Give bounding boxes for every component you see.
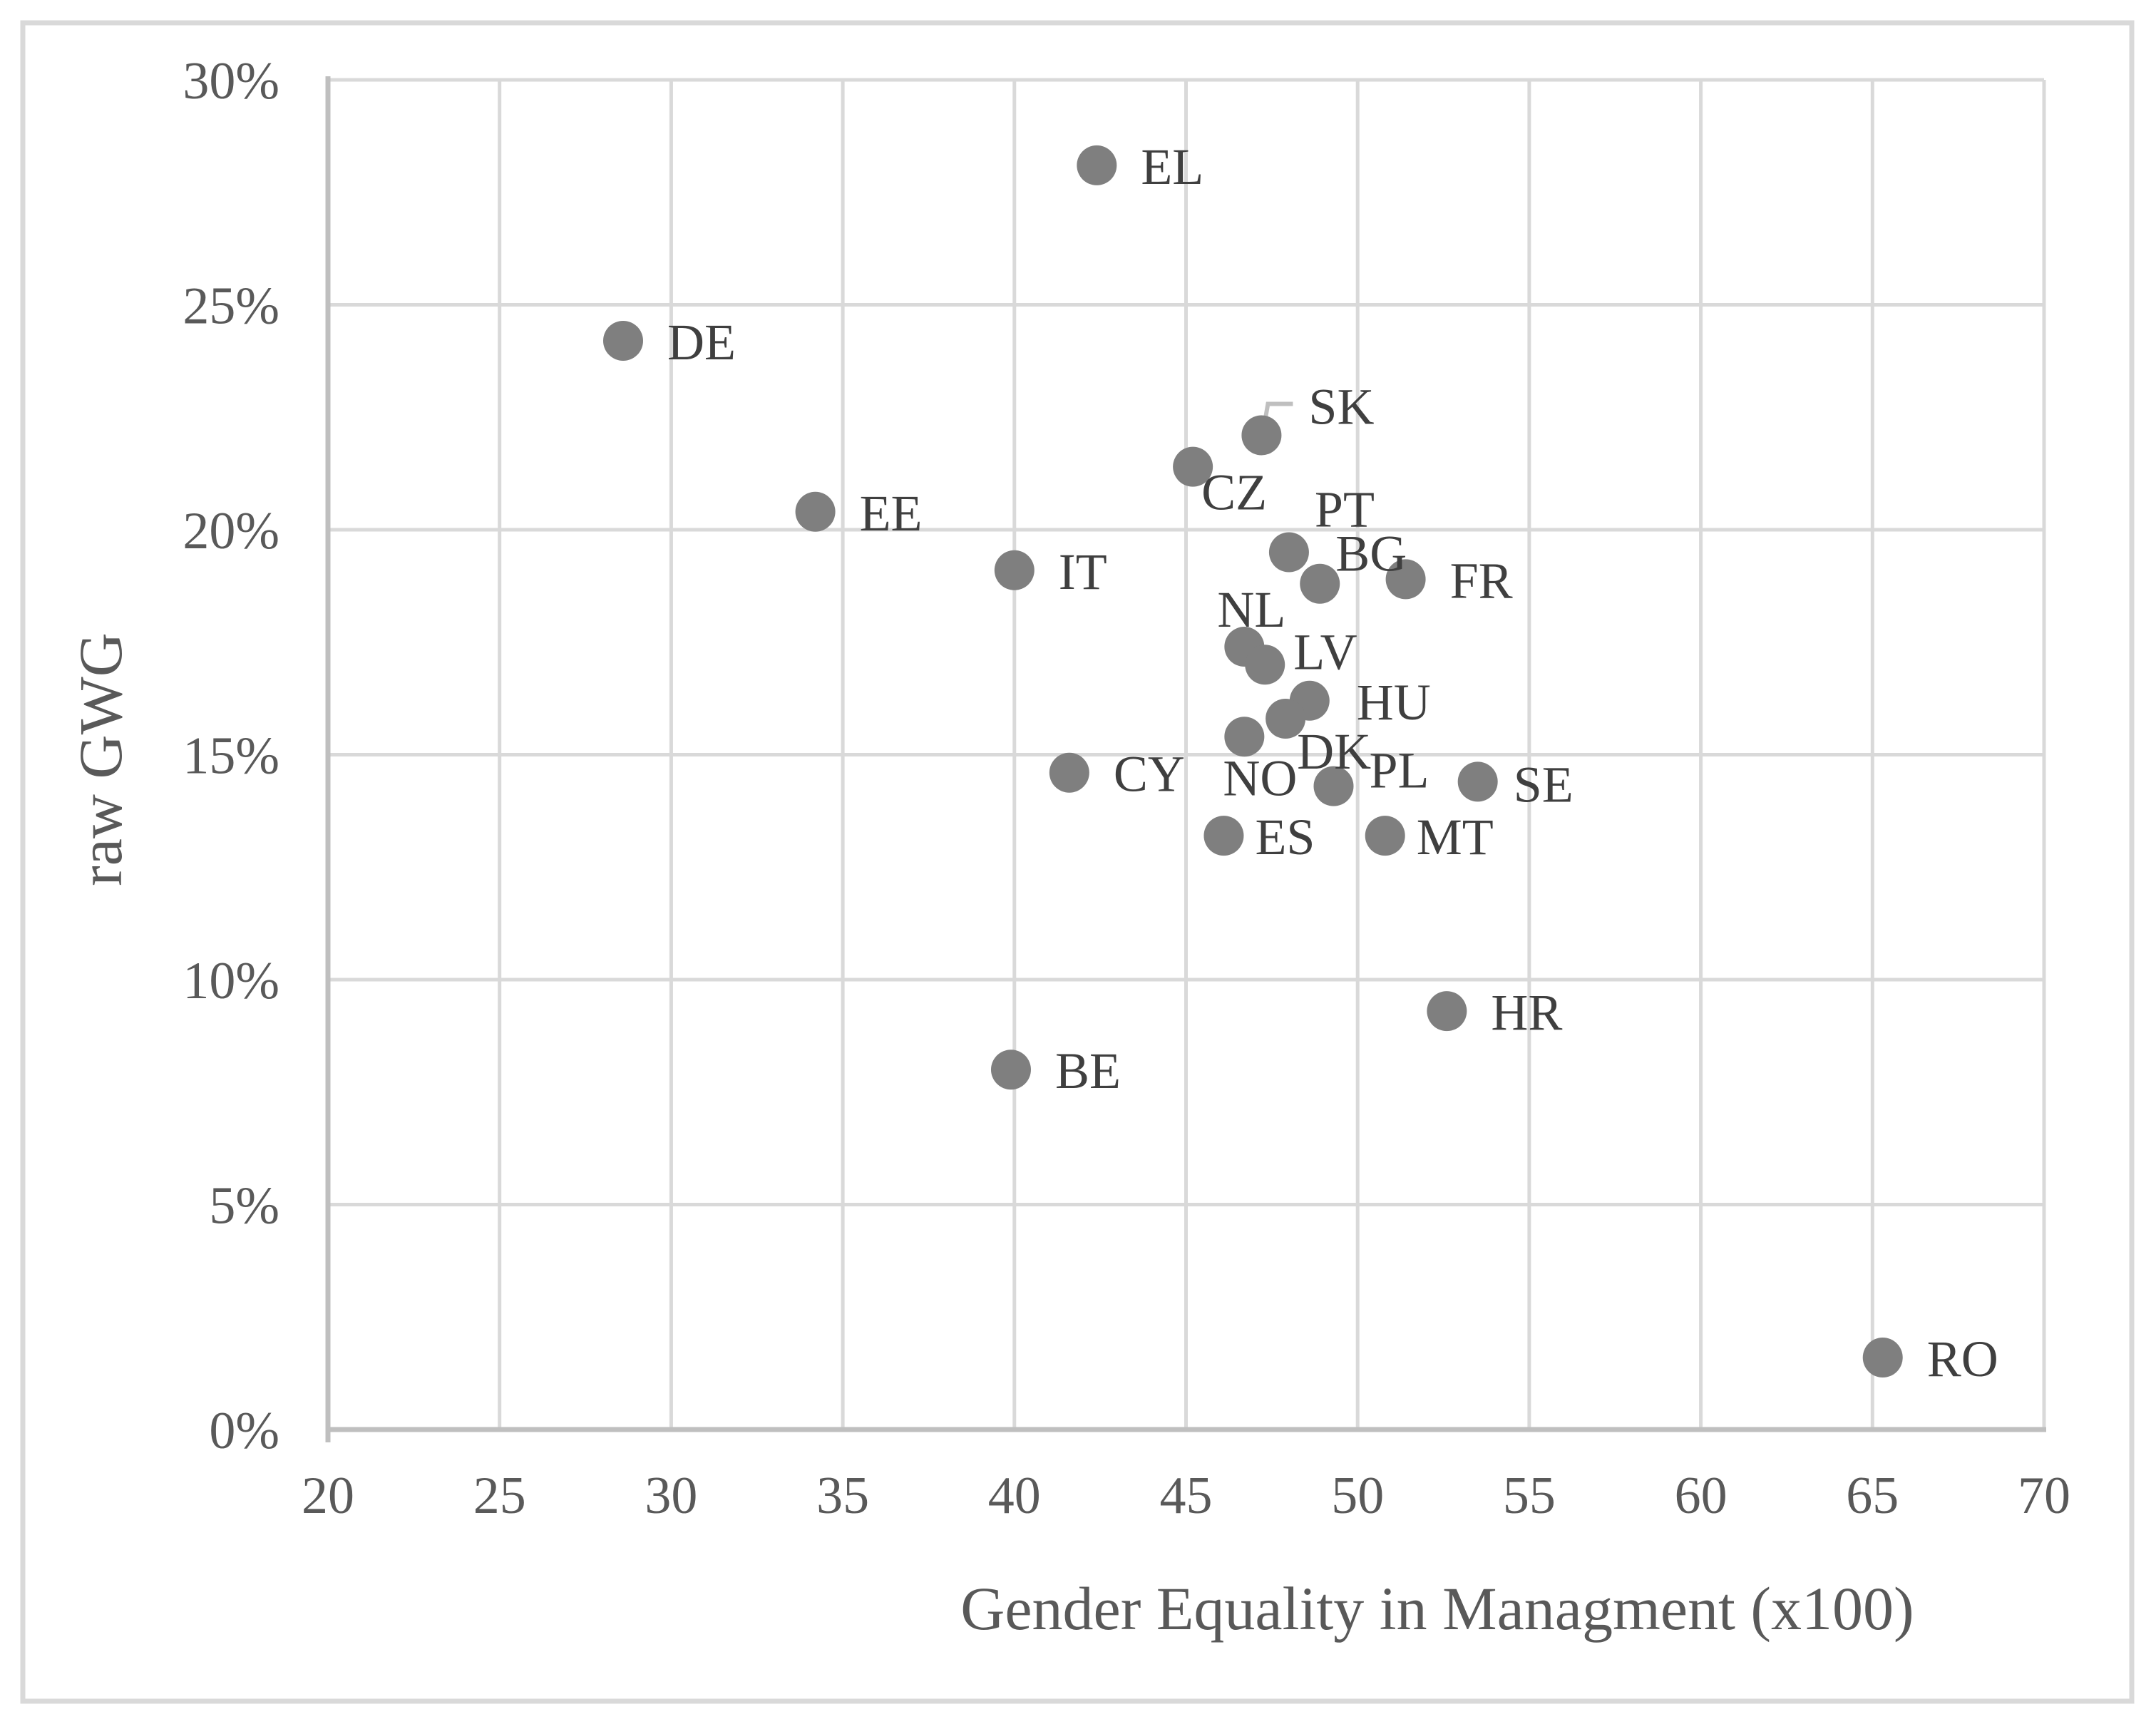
axes (325, 76, 2046, 1442)
point-label-ES: ES (1255, 809, 1315, 866)
data-point-SE (1457, 761, 1498, 802)
data-point-CY (1049, 752, 1089, 793)
point-label-EE: EE (860, 485, 923, 542)
data-point-CZ (1173, 446, 1213, 487)
y-tick-label-30%: 30% (183, 52, 279, 111)
point-label-EL: EL (1141, 138, 1203, 195)
data-points (603, 145, 1903, 1378)
figure-border (20, 20, 2135, 1704)
y-tick-label-10%: 10% (183, 952, 279, 1010)
point-label-NO: NO (1223, 749, 1297, 806)
x-tick-label-45: 45 (1160, 1467, 1213, 1525)
point-label-BE: BE (1055, 1042, 1121, 1099)
x-tick-label-55: 55 (1503, 1467, 1556, 1525)
point-label-RO: RO (1927, 1330, 1998, 1387)
x-tick-label-60: 60 (1675, 1467, 1728, 1525)
point-label-CZ: CZ (1201, 464, 1267, 521)
x-axis-tick-labels: 20 25 30 35 40 45 50 55 60 65 70 (302, 1467, 2070, 1525)
data-point-IT (994, 550, 1035, 590)
point-label-HR: HR (1491, 984, 1562, 1041)
data-point-EL (1077, 145, 1117, 185)
x-tick-label-30: 30 (645, 1467, 697, 1525)
point-label-HU: HU (1357, 674, 1431, 731)
data-point-DE (603, 320, 644, 361)
point-label-FR: FR (1450, 552, 1513, 609)
data-point-PT (1268, 532, 1309, 573)
point-label-CY: CY (1114, 746, 1185, 803)
data-point-SK (1241, 415, 1282, 456)
y-tick-label-20%: 20% (183, 502, 279, 560)
data-point-BE (990, 1050, 1031, 1090)
point-label-SK: SK (1308, 378, 1374, 435)
y-tick-label-25%: 25% (183, 277, 279, 336)
point-label-NL: NL (1217, 581, 1285, 638)
data-point-MT (1365, 816, 1405, 856)
y-axis-title: raw GWG (66, 632, 135, 886)
data-point-FR (1385, 559, 1426, 600)
point-label-SE: SE (1514, 756, 1574, 813)
x-tick-label-50: 50 (1331, 1467, 1384, 1525)
y-tick-label-15%: 15% (183, 727, 279, 786)
data-point-RO (1862, 1338, 1903, 1378)
point-label-BG: BG (1335, 525, 1407, 583)
x-tick-label-35: 35 (816, 1467, 869, 1525)
x-tick-label-25: 25 (473, 1467, 526, 1525)
y-tick-label-0%: 0% (209, 1402, 279, 1460)
data-point-DK (1266, 699, 1306, 739)
x-tick-label-40: 40 (988, 1467, 1041, 1525)
data-point-PL (1313, 766, 1354, 806)
x-tick-label-70: 70 (2018, 1467, 2070, 1525)
data-point-BG (1300, 563, 1340, 604)
point-label-LV: LV (1293, 623, 1357, 680)
data-point-LV (1245, 645, 1285, 685)
point-label-PT: PT (1315, 481, 1375, 538)
data-point-EE (795, 491, 836, 532)
data-point-ES (1203, 816, 1244, 856)
x-tick-label-65: 65 (1846, 1467, 1899, 1525)
point-label-DK: DK (1297, 723, 1371, 780)
point-label-DE: DE (667, 314, 736, 371)
gridlines (326, 78, 2046, 1432)
x-axis-title: Gender Equality in Managment (x100) (960, 1574, 1914, 1643)
x-tick-label-20: 20 (302, 1467, 354, 1525)
point-label-IT: IT (1059, 543, 1107, 600)
point-label-PL: PL (1370, 742, 1429, 799)
y-axis-tick-labels: 0% 5% 10% 15% 20% 25% 30% (183, 52, 279, 1460)
data-point-HR (1427, 991, 1467, 1032)
y-tick-label-5%: 5% (209, 1177, 279, 1236)
point-label-MT: MT (1417, 809, 1494, 866)
data-point-NO (1224, 717, 1265, 757)
